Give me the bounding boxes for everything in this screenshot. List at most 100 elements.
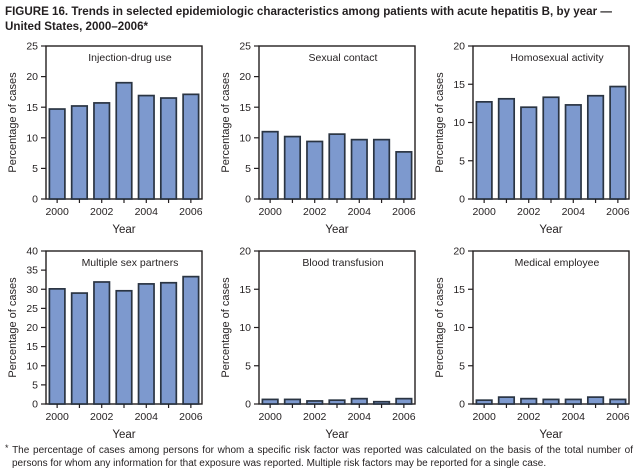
chart-medical-employee: 0 5 10 15 20 2000 2002 2004 2006 Medical employee…	[427, 244, 641, 441]
bar	[475, 398, 493, 405]
bar	[48, 287, 66, 405]
y-tick-label: 5	[32, 163, 38, 175]
y-tick-label: 15	[453, 284, 465, 296]
y-tick-label: 10	[453, 322, 465, 334]
x-axis-label: Year	[326, 224, 349, 236]
y-tick-label: 10	[26, 360, 38, 372]
bar	[564, 103, 583, 200]
x-tick-label: 2000	[473, 206, 497, 218]
bar	[92, 101, 111, 200]
y-tick-label: 25	[240, 40, 252, 52]
bar	[351, 397, 369, 405]
bar	[497, 97, 516, 200]
bar-chart-canvas: 0 5 10 15 20 2000 2002 2004 2006 Homosexual activ…	[434, 40, 630, 236]
x-axis-label: Year	[112, 224, 135, 236]
y-tick-label: 15	[240, 284, 252, 296]
chart-title: Blood transfusion	[303, 257, 384, 269]
x-tick-label: 2004	[562, 206, 586, 218]
bar	[520, 397, 538, 405]
bar	[373, 138, 391, 200]
x-tick-label: 2006	[179, 411, 203, 423]
y-tick-label: 10	[240, 322, 252, 334]
bar	[115, 81, 133, 200]
y-axis-label: Percentage of cases	[434, 277, 446, 378]
y-tick-label: 20	[26, 71, 38, 83]
bar-chart-canvas: 0 5 10 15 20 2000 2002 2004 2006 Medical employee…	[434, 245, 630, 441]
x-tick-label: 2002	[517, 206, 541, 218]
bar	[306, 140, 324, 200]
bar	[137, 94, 155, 200]
x-axis-label: Year	[540, 429, 563, 441]
chart-multiple-sex-partners: 0 5 10 15 20 25 30 35 40 2000 2002 2004 2006 Multiple…	[0, 244, 214, 441]
y-axis-label: Percentage of cases	[7, 72, 19, 173]
bar	[395, 397, 413, 405]
y-tick-label: 5	[459, 360, 465, 372]
y-tick-label: 0	[246, 193, 252, 205]
y-tick-label: 10	[453, 117, 465, 129]
y-axis-label: Percentage of cases	[434, 72, 446, 173]
y-tick-label: 30	[26, 284, 38, 296]
x-tick-label: 2002	[90, 206, 114, 218]
bar	[609, 85, 627, 200]
chart-homosexual-activity: 0 5 10 15 20 2000 2002 2004 2006 Homosexual activ…	[427, 39, 641, 236]
y-axis-label: Percentage of cases	[7, 277, 19, 378]
bar	[328, 132, 347, 200]
bar	[542, 96, 560, 200]
y-tick-label: 0	[459, 193, 465, 205]
y-tick-label: 5	[459, 155, 465, 167]
bar	[373, 400, 391, 405]
chart-blood-transfusion: 0 5 10 15 20 2000 2002 2004 2006 Blood transfusio…	[214, 244, 428, 441]
x-tick-label: 2002	[304, 411, 328, 423]
y-tick-label: 10	[26, 132, 38, 144]
bar	[351, 138, 369, 200]
figure-title: FIGURE 16. Trends in selected epidemiolo…	[5, 5, 612, 33]
chart-sexual-contact: 0 5 10 15 20 25 2000 2002 2004 2006 Sexual contact…	[214, 39, 428, 236]
bar-chart-canvas: 0 5 10 15 20 25 2000 2002 2004 2006 Injection-drug…	[7, 40, 203, 236]
chart-title: Sexual contact	[309, 52, 378, 64]
chart-injection-drug-use: 0 5 10 15 20 25 2000 2002 2004 2006 Injection-drug…	[0, 39, 214, 236]
x-tick-label: 2004	[134, 411, 158, 423]
bar	[284, 135, 302, 200]
x-tick-label: 2006	[606, 411, 630, 423]
bar	[115, 289, 133, 405]
y-axis-label: Percentage of cases	[220, 72, 232, 173]
x-axis-label: Year	[112, 429, 135, 441]
bar	[564, 398, 583, 405]
x-tick-label: 2000	[45, 206, 69, 218]
bar	[137, 282, 155, 405]
x-tick-label: 2002	[517, 411, 541, 423]
figure-footnote: * The percentage of cases among persons …	[5, 443, 633, 470]
bar	[262, 398, 280, 405]
footnote-text: The percentage of cases among persons fo…	[12, 444, 633, 469]
y-tick-label: 10	[240, 132, 252, 144]
bar	[520, 106, 538, 200]
x-tick-label: 2000	[473, 411, 497, 423]
y-tick-label: 20	[453, 40, 465, 52]
x-tick-label: 2006	[393, 206, 417, 218]
chart-title: Injection-drug use	[88, 52, 172, 64]
bar	[48, 107, 66, 200]
y-tick-label: 20	[453, 245, 465, 257]
x-axis-label: Year	[540, 224, 563, 236]
y-tick-label: 25	[26, 303, 38, 315]
y-tick-label: 5	[246, 360, 252, 372]
chart-title: Multiple sex partners	[81, 257, 178, 269]
bar-chart-canvas: 0 5 10 15 20 2000 2002 2004 2006 Blood transfusio…	[220, 245, 417, 441]
bar	[542, 398, 560, 405]
chart-title: Medical employee	[515, 257, 600, 269]
y-tick-label: 35	[26, 264, 38, 276]
y-tick-label: 25	[26, 40, 38, 52]
bar	[92, 280, 111, 405]
bar	[159, 281, 177, 405]
x-tick-label: 2004	[562, 411, 586, 423]
plot-frame	[258, 249, 417, 405]
bar	[262, 130, 280, 200]
x-tick-label: 2000	[259, 206, 283, 218]
bar	[284, 398, 302, 405]
y-tick-label: 15	[26, 101, 38, 113]
bar	[306, 399, 324, 405]
x-tick-label: 2004	[348, 411, 372, 423]
bar	[497, 395, 516, 405]
y-tick-label: 0	[32, 398, 38, 410]
y-tick-label: 20	[26, 322, 38, 334]
